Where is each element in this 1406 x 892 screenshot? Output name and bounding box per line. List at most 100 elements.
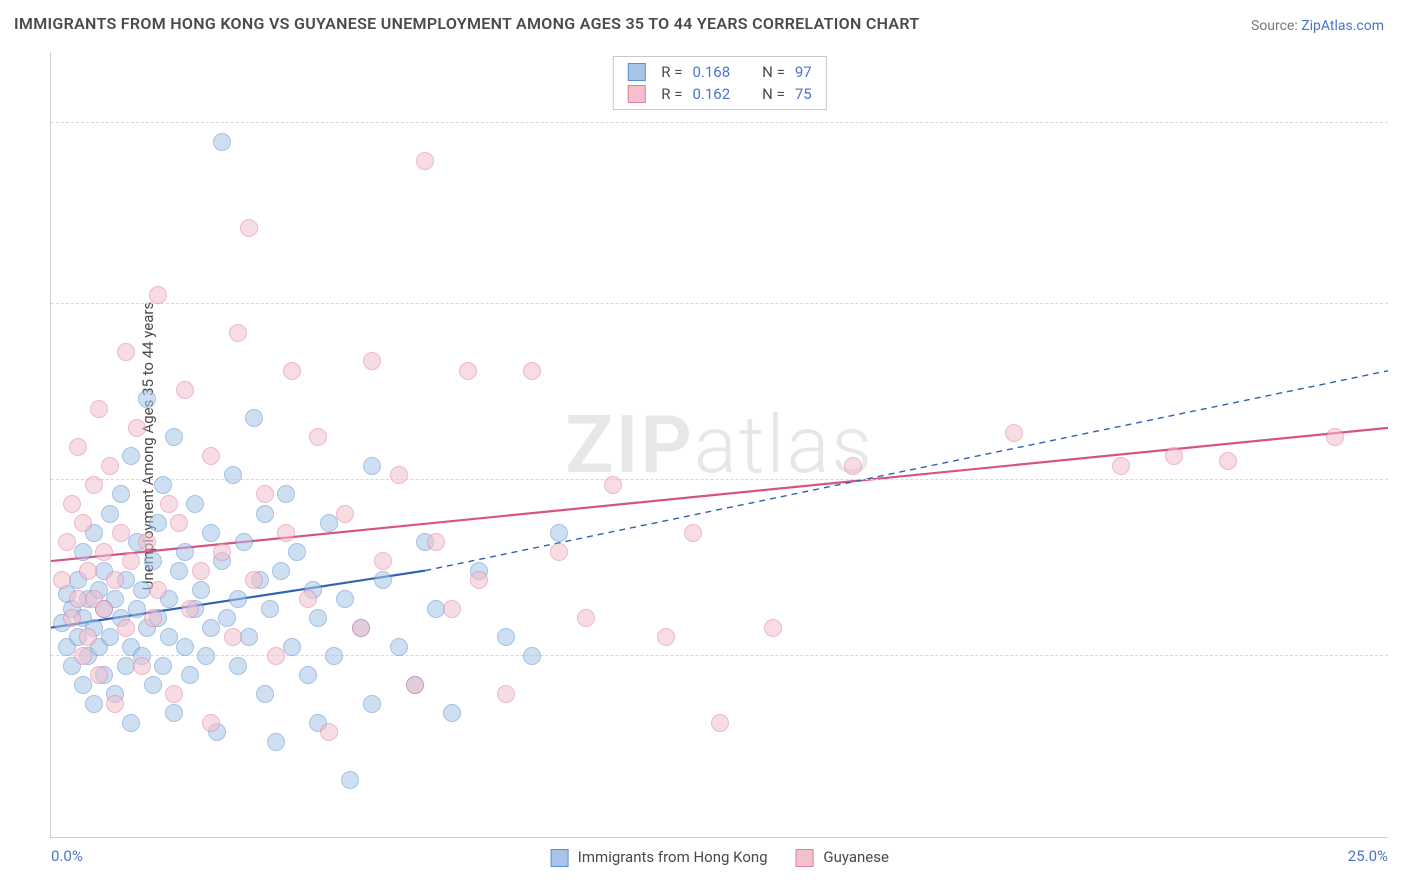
- data-point-gy: [764, 619, 782, 637]
- series-legend: Immigrants from Hong Kong Guyanese: [550, 848, 889, 867]
- data-point-hk: [299, 666, 317, 684]
- data-point-hk: [341, 771, 359, 789]
- data-point-gy: [79, 562, 97, 580]
- data-point-gy: [523, 362, 541, 380]
- data-point-hk: [144, 552, 162, 570]
- data-point-gy: [283, 362, 301, 380]
- stats-row-hk: R = 0.168 N = 97: [627, 61, 811, 83]
- data-point-gy: [1219, 452, 1237, 470]
- data-point-gy: [170, 514, 188, 532]
- data-point-hk: [170, 562, 188, 580]
- r-label: R =: [661, 63, 682, 81]
- data-point-gy: [202, 447, 220, 465]
- data-point-gy: [53, 571, 71, 589]
- data-point-gy: [63, 495, 81, 513]
- legend-label-hk: Immigrants from Hong Kong: [578, 848, 768, 866]
- data-point-gy: [69, 438, 87, 456]
- gridline: [51, 479, 1388, 480]
- data-point-gy: [176, 381, 194, 399]
- data-point-gy: [256, 485, 274, 503]
- data-point-hk: [240, 628, 258, 646]
- data-point-gy: [144, 609, 162, 627]
- data-point-hk: [202, 619, 220, 637]
- swatch-hk: [550, 849, 568, 867]
- data-point-hk: [197, 647, 215, 665]
- data-point-hk: [336, 590, 354, 608]
- data-point-hk: [443, 704, 461, 722]
- data-point-gy: [95, 600, 113, 618]
- data-point-hk: [138, 390, 156, 408]
- data-point-gy: [149, 286, 167, 304]
- swatch-gy: [796, 849, 814, 867]
- data-point-hk: [229, 590, 247, 608]
- data-point-gy: [90, 666, 108, 684]
- data-point-hk: [154, 657, 172, 675]
- data-point-gy: [106, 695, 124, 713]
- source-link[interactable]: ZipAtlas.com: [1301, 18, 1384, 34]
- data-point-hk: [261, 600, 279, 618]
- n-value-gy: 75: [795, 85, 812, 103]
- data-point-gy: [390, 466, 408, 484]
- data-point-gy: [1165, 447, 1183, 465]
- data-point-hk: [497, 628, 515, 646]
- data-point-gy: [165, 685, 183, 703]
- r-value-hk: 0.168: [692, 63, 730, 81]
- data-point-gy: [1326, 428, 1344, 446]
- data-point-hk: [160, 628, 178, 646]
- data-point-gy: [267, 647, 285, 665]
- data-point-gy: [470, 571, 488, 589]
- data-point-hk: [149, 514, 167, 532]
- data-point-hk: [325, 647, 343, 665]
- gridline: [51, 655, 1388, 656]
- legend-label-gy: Guyanese: [823, 848, 889, 866]
- data-point-gy: [550, 543, 568, 561]
- x-tick-max: 25.0%: [1348, 847, 1388, 865]
- data-point-gy: [58, 533, 76, 551]
- data-point-gy: [133, 657, 151, 675]
- data-point-gy: [363, 352, 381, 370]
- data-point-hk: [374, 571, 392, 589]
- data-point-gy: [427, 533, 445, 551]
- data-point-gy: [63, 609, 81, 627]
- data-point-hk: [101, 628, 119, 646]
- data-point-hk: [283, 638, 301, 656]
- data-point-gy: [277, 524, 295, 542]
- data-point-gy: [374, 552, 392, 570]
- data-point-gy: [106, 571, 124, 589]
- data-point-hk: [85, 695, 103, 713]
- data-point-hk: [202, 524, 220, 542]
- data-point-gy: [320, 723, 338, 741]
- data-point-hk: [112, 485, 130, 503]
- data-point-hk: [235, 533, 253, 551]
- n-value-hk: 97: [795, 63, 812, 81]
- data-point-hk: [144, 676, 162, 694]
- data-point-hk: [245, 409, 263, 427]
- data-point-gy: [352, 619, 370, 637]
- data-point-gy: [138, 533, 156, 551]
- data-point-hk: [256, 505, 274, 523]
- data-point-hk: [192, 581, 210, 599]
- data-point-gy: [117, 619, 135, 637]
- data-point-hk: [154, 476, 172, 494]
- data-point-gy: [416, 152, 434, 170]
- data-point-hk: [122, 714, 140, 732]
- stats-row-gy: R = 0.162 N = 75: [627, 83, 811, 105]
- r-label: R =: [661, 85, 682, 103]
- data-point-gy: [229, 324, 247, 342]
- legend-item-hk: Immigrants from Hong Kong: [550, 848, 768, 867]
- data-point-gy: [74, 514, 92, 532]
- data-point-gy: [79, 628, 97, 646]
- swatch-gy: [627, 85, 645, 103]
- source-attribution: Source: ZipAtlas.com: [1251, 18, 1384, 34]
- data-point-gy: [604, 476, 622, 494]
- data-point-gy: [90, 400, 108, 418]
- data-point-hk: [363, 457, 381, 475]
- data-point-gy: [684, 524, 702, 542]
- data-point-hk: [550, 524, 568, 542]
- data-point-gy: [213, 543, 231, 561]
- data-point-hk: [181, 666, 199, 684]
- data-point-gy: [577, 609, 595, 627]
- y-tick-label: 7.5%: [1390, 453, 1406, 471]
- data-point-hk: [218, 609, 236, 627]
- x-tick-min: 0.0%: [51, 847, 83, 865]
